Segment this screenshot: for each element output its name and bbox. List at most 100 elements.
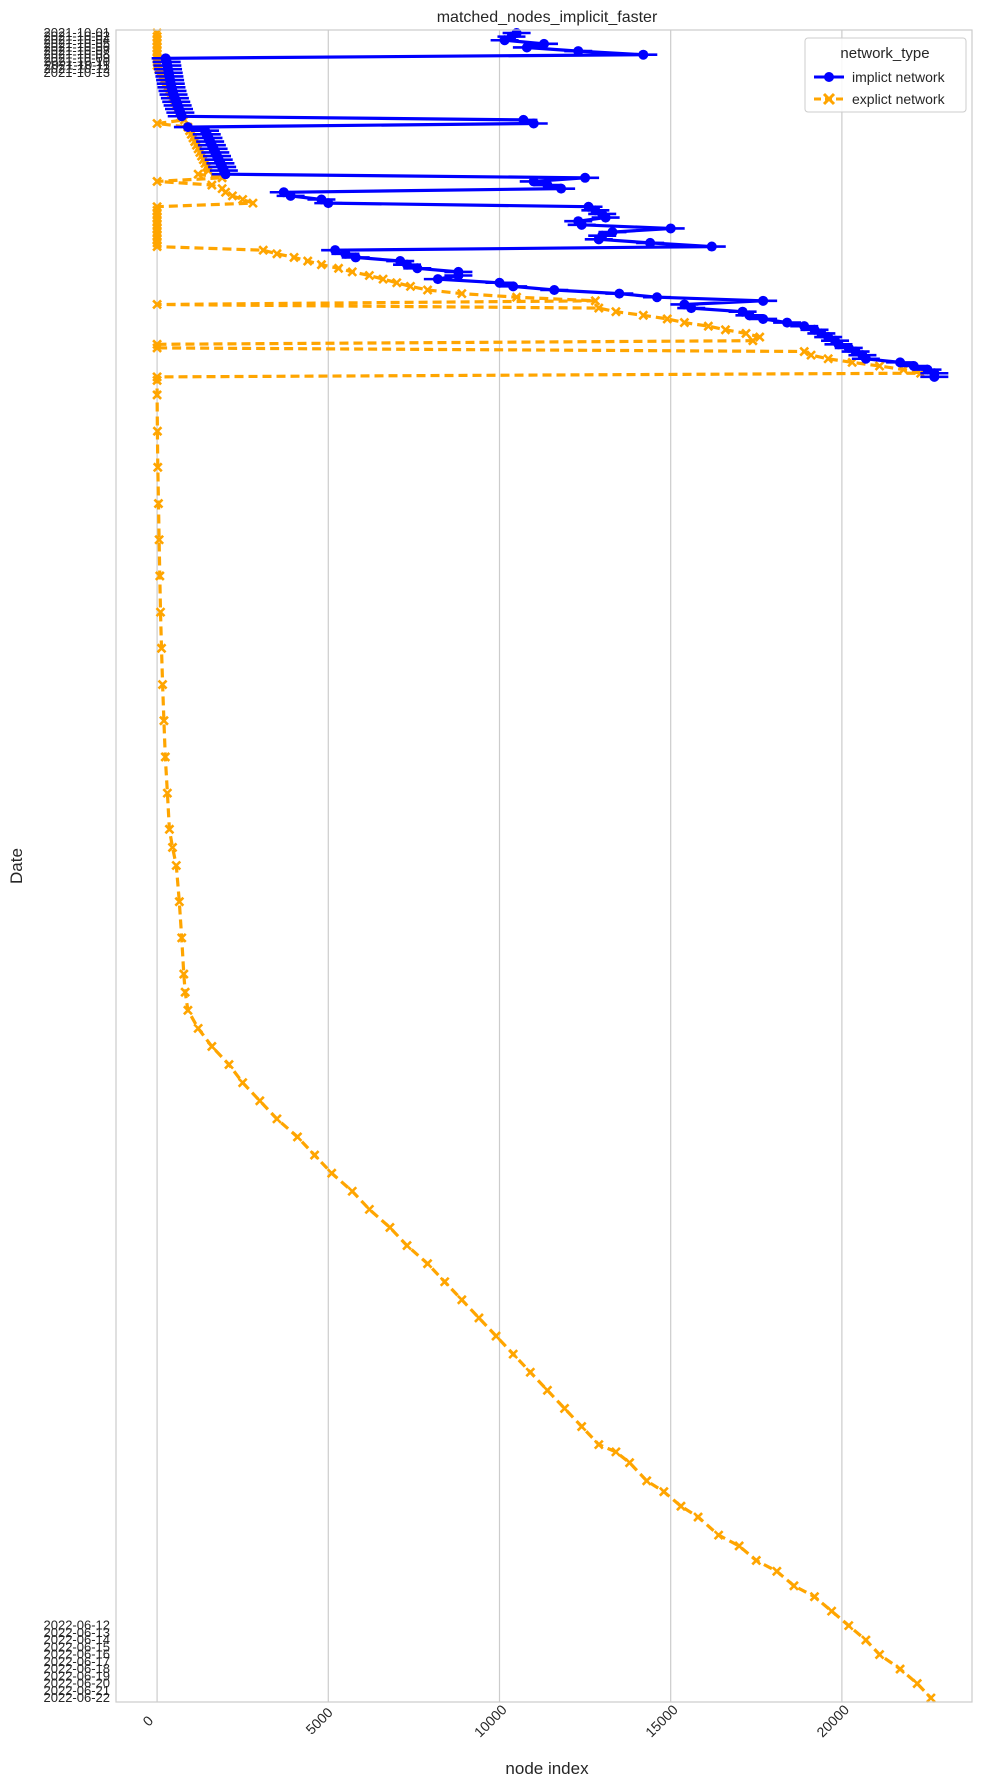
explict-network-marker xyxy=(720,324,731,335)
explict-network-marker xyxy=(658,1486,669,1497)
y-tick-label: 2021-10-04 xyxy=(44,32,111,47)
explict-network-marker xyxy=(809,1591,820,1602)
y-tick-label: 2021-10-01 xyxy=(44,25,111,40)
explict-network-marker xyxy=(402,1240,412,1251)
legend-implicit-marker xyxy=(824,72,834,82)
implict-network-marker xyxy=(686,303,697,314)
explict-network-marker xyxy=(925,1693,936,1703)
explict-network-marker xyxy=(178,969,189,980)
explict-network-marker xyxy=(154,534,165,545)
explict-network-marker xyxy=(309,1150,320,1160)
implict-network-marker xyxy=(539,38,549,49)
explict-network-marker xyxy=(912,1678,923,1689)
y-tick-label: 2021-10-10 xyxy=(44,54,111,69)
explict-network-marker xyxy=(610,1446,621,1457)
explict-network-marker xyxy=(326,1168,337,1179)
explict-network-marker xyxy=(391,277,402,288)
explict-network-marker xyxy=(347,266,358,277)
implict-network-marker xyxy=(860,353,871,364)
explict-network-marker xyxy=(224,1059,234,1070)
implict-network-marker xyxy=(182,122,193,133)
chart-title: matched_nodes_implicit_faster xyxy=(437,9,658,26)
y-tick-label: 2022-06-19 xyxy=(44,1668,111,1683)
implict-network-marker xyxy=(521,42,532,53)
explict-network-marker xyxy=(156,643,167,654)
explict-network-marker xyxy=(302,256,313,266)
implict-network-marker xyxy=(220,169,231,180)
y-tick-label: 2022-06-20 xyxy=(44,1676,111,1691)
explict-network-marker xyxy=(333,263,344,274)
y-tick-label: 2021-10-12 xyxy=(44,61,111,76)
explict-network-marker xyxy=(874,361,885,371)
explict-network-marker xyxy=(193,1023,204,1034)
y-tick-label: 2021-10-11 xyxy=(44,58,110,73)
explict-network-marker xyxy=(364,1204,375,1215)
explict-network-marker xyxy=(826,1606,837,1617)
implict-network-marker xyxy=(350,252,361,263)
explict-network-marker xyxy=(641,1475,652,1486)
implict-network-marker xyxy=(453,270,464,281)
explict-network-marker xyxy=(227,190,238,201)
implict-network-marker xyxy=(758,295,769,306)
explict-network-marker xyxy=(152,375,163,386)
explict-network-marker xyxy=(152,176,163,187)
explict-network-marker xyxy=(272,248,282,259)
implict-network-marker xyxy=(508,281,519,292)
y-tick-label: 2021-10-05 xyxy=(44,36,111,51)
explict-network-marker xyxy=(624,1457,635,1468)
explict-network-marker xyxy=(593,1439,604,1450)
gridlines xyxy=(156,30,843,1702)
y-tick-label: 2022-06-12 xyxy=(44,1618,111,1633)
explict-network-marker xyxy=(789,1580,799,1591)
explict-network-marker xyxy=(693,1512,703,1522)
explict-network-marker xyxy=(679,317,690,328)
y-tick-label: 2022-06-15 xyxy=(44,1639,111,1654)
explict-network-marker xyxy=(153,498,164,509)
explict-network-marker xyxy=(405,281,416,292)
implict-network-marker xyxy=(645,237,656,248)
implict-network-marker xyxy=(573,46,584,57)
explict-network-marker xyxy=(676,1501,686,1512)
y-tick-label: 2022-06-18 xyxy=(44,1661,111,1676)
explict-network-marker xyxy=(154,571,165,581)
implict-network-marker xyxy=(638,49,649,60)
implict-network-marker xyxy=(176,111,187,122)
y-tick-label: 2022-06-13 xyxy=(44,1625,111,1640)
implict-network-marker xyxy=(651,292,662,303)
legend: network_type implict network explict net… xyxy=(804,37,967,113)
explict-network-marker xyxy=(525,1367,536,1378)
implict-network-marker xyxy=(706,241,717,252)
explict-network-marker xyxy=(160,751,171,762)
y-tick-label: 2021-10-13 xyxy=(44,65,111,80)
explict-network-marker xyxy=(456,1294,467,1305)
implict-network-marker xyxy=(665,223,676,234)
explict-network-marker xyxy=(272,1113,282,1124)
explict-network-marker xyxy=(164,824,175,835)
y-tick-label: 2022-06-22 xyxy=(44,1690,111,1705)
implict-network-marker xyxy=(556,183,567,194)
explict-network-marker xyxy=(713,1530,724,1541)
explict-network-marker xyxy=(439,1276,450,1287)
implict-network-marker xyxy=(600,212,611,223)
implict-network-marker xyxy=(285,190,296,201)
explict-network-marker xyxy=(751,1555,762,1566)
explict-network-marker xyxy=(182,1005,193,1016)
y-tick-label: 2022-06-21 xyxy=(44,1683,111,1698)
explict-network-marker xyxy=(152,118,163,129)
explict-network-marker xyxy=(806,350,816,361)
explict-network-marker xyxy=(171,860,182,871)
implict-network-marker xyxy=(576,219,587,230)
explict-network-marker xyxy=(559,1403,570,1414)
implict-network-marker xyxy=(499,35,510,46)
explict-network-marker xyxy=(292,1132,303,1142)
explict-network-marker xyxy=(248,198,258,209)
explict-network-marker xyxy=(741,328,751,339)
y-tick-label: 2021-10-08 xyxy=(44,47,111,62)
legend-explicit-label: explict network xyxy=(852,91,946,107)
implict-network-marker xyxy=(929,371,940,382)
explict-network-marker xyxy=(180,987,191,998)
explict-network-marker xyxy=(823,353,834,364)
explict-network-marker xyxy=(874,1649,885,1660)
explict-network-marker xyxy=(364,270,375,281)
explict-network-marker xyxy=(237,194,248,205)
